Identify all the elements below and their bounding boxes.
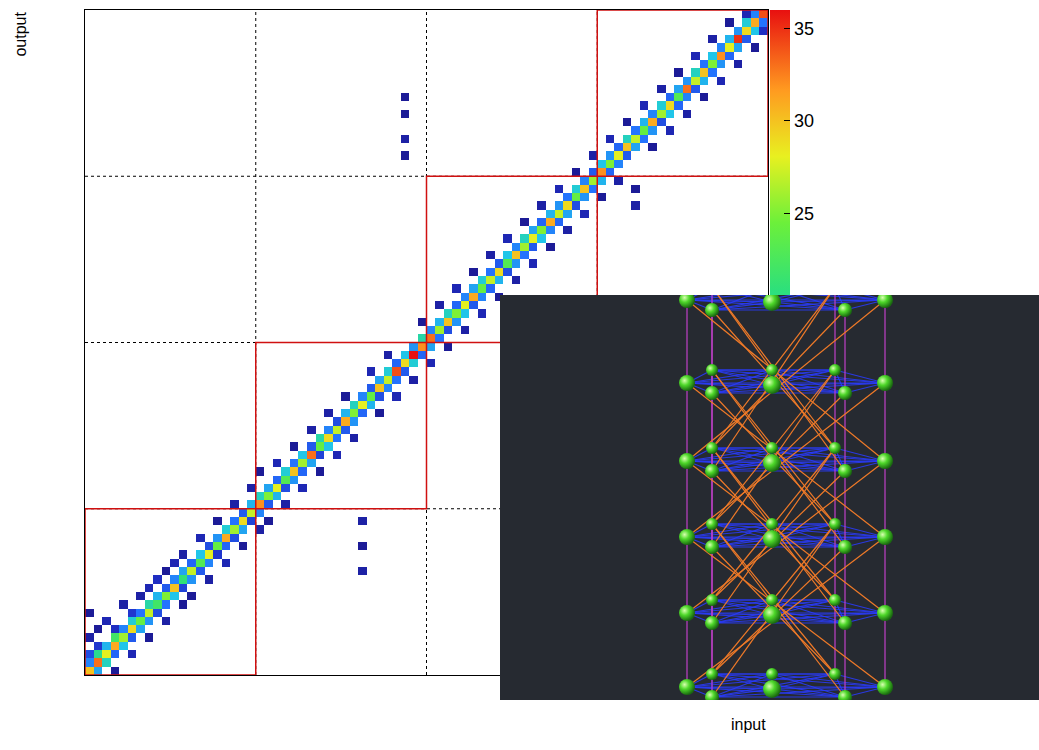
svg-text:35: 35 [794, 19, 814, 39]
svg-text:output: output [12, 12, 29, 57]
svg-text:30: 30 [794, 111, 814, 131]
svg-text:input: input [731, 716, 766, 733]
svg-text:25: 25 [794, 203, 814, 223]
